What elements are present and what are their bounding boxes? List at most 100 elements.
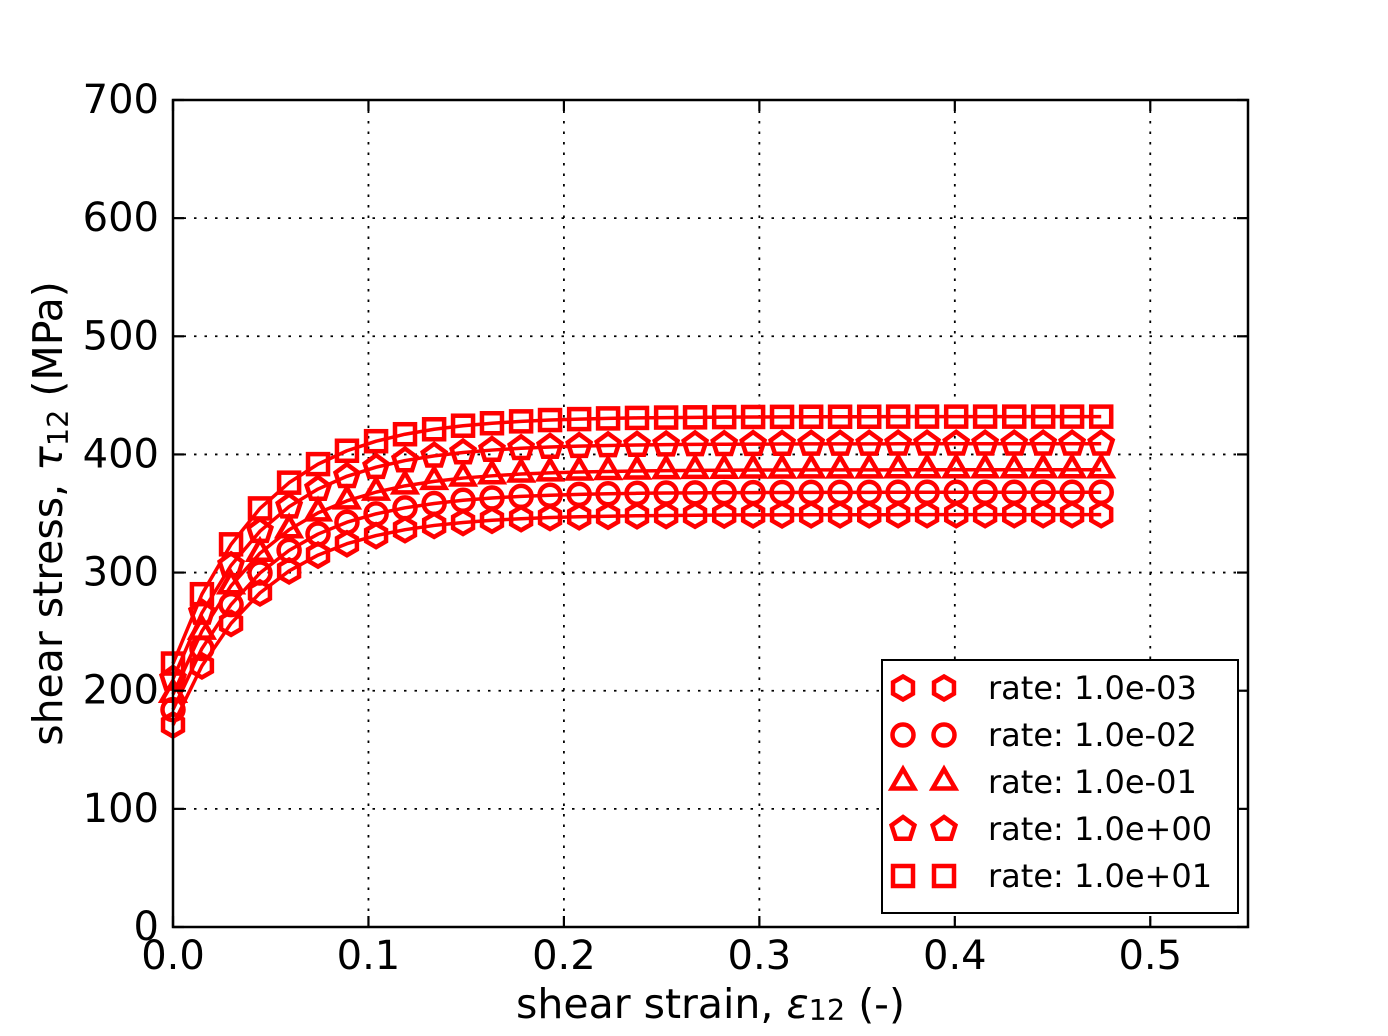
pentagon-marker-icon bbox=[652, 429, 681, 457]
triangle-up-marker-icon bbox=[999, 452, 1030, 479]
square-marker-icon bbox=[392, 421, 418, 447]
circle-marker-icon bbox=[769, 479, 795, 506]
hexagon-marker-icon bbox=[276, 556, 302, 586]
hexagon-marker-icon bbox=[479, 506, 505, 535]
x-tick-label: 0.0 bbox=[141, 933, 205, 979]
circle-marker-icon bbox=[885, 479, 911, 505]
hexagon-marker-icon bbox=[931, 673, 957, 703]
axis-ticks bbox=[171, 98, 1248, 929]
circle-marker-icon bbox=[1088, 479, 1114, 505]
pentagon-marker-icon bbox=[942, 429, 971, 456]
pentagon-marker-icon bbox=[565, 431, 594, 459]
y-tick-label: 400 bbox=[83, 431, 159, 477]
pentagon-marker-icon bbox=[971, 429, 1000, 456]
hexagon-marker-icon bbox=[392, 515, 418, 544]
pentagon-marker-icon bbox=[362, 452, 391, 480]
circle-marker-icon bbox=[363, 501, 389, 527]
hexagon-marker-icon bbox=[972, 500, 998, 529]
triangle-up-marker-icon bbox=[447, 460, 479, 487]
hexagon-marker-icon bbox=[624, 501, 650, 530]
pentagon-marker-icon bbox=[884, 429, 913, 456]
circle-marker-icon bbox=[334, 509, 360, 535]
hexagon-marker-icon bbox=[566, 502, 592, 531]
triangle-up-marker-icon bbox=[534, 455, 566, 482]
pentagon-marker-icon bbox=[477, 435, 507, 463]
square-marker-icon bbox=[566, 406, 592, 432]
circle-marker-icon bbox=[972, 479, 998, 505]
hexagon-marker-icon bbox=[653, 501, 679, 530]
square-marker-icon bbox=[1001, 404, 1027, 429]
triangle-up-marker-icon bbox=[887, 764, 919, 791]
triangle-up-marker-icon bbox=[854, 452, 885, 479]
square-marker-icon bbox=[943, 404, 969, 429]
triangle-up-marker-icon bbox=[941, 452, 972, 479]
pentagon-marker-icon bbox=[929, 814, 959, 841]
circle-marker-icon bbox=[508, 483, 534, 510]
triangle-up-marker-icon bbox=[928, 764, 960, 791]
circle-marker-icon bbox=[798, 479, 824, 506]
hexagon-marker-icon bbox=[508, 504, 534, 533]
hexagon-marker-icon bbox=[1089, 500, 1114, 529]
triangle-up-marker-icon bbox=[418, 463, 450, 491]
pentagon-marker-icon bbox=[767, 429, 797, 456]
hexagon-marker-icon bbox=[740, 500, 766, 530]
hexagon-marker-icon bbox=[1030, 500, 1056, 529]
hexagon-marker-icon bbox=[537, 503, 563, 532]
square-marker-icon bbox=[479, 410, 505, 436]
square-marker-icon bbox=[798, 404, 824, 429]
circle-marker-icon bbox=[421, 490, 447, 517]
y-tick-label: 100 bbox=[83, 786, 159, 832]
triangle-up-marker-icon bbox=[882, 452, 914, 479]
square-marker-icon bbox=[972, 404, 998, 429]
triangle-up-marker-icon bbox=[1056, 452, 1088, 479]
grid bbox=[173, 100, 1248, 927]
hexagon-marker-icon bbox=[857, 500, 882, 529]
x-tick-label: 0.2 bbox=[532, 933, 596, 979]
hexagon-marker-icon bbox=[247, 578, 273, 607]
hexagon-marker-icon bbox=[890, 673, 916, 703]
hexagon-marker-icon bbox=[334, 529, 360, 558]
triangle-up-marker-icon bbox=[796, 452, 827, 479]
circle-marker-icon bbox=[914, 479, 940, 505]
circle-marker-icon bbox=[450, 487, 476, 514]
circle-marker-icon bbox=[624, 480, 650, 507]
circle-marker-icon bbox=[1001, 479, 1027, 505]
square-marker-icon bbox=[537, 407, 563, 433]
pentagon-marker-icon bbox=[1087, 429, 1116, 456]
pentagon-marker-icon bbox=[275, 491, 304, 519]
pentagon-marker-icon bbox=[888, 814, 918, 841]
square-marker-icon bbox=[890, 863, 916, 889]
pentagon-marker-icon bbox=[390, 445, 420, 473]
pentagon-marker-icon bbox=[797, 429, 826, 456]
triangle-up-marker-icon bbox=[505, 456, 537, 483]
square-marker-icon bbox=[682, 405, 708, 430]
x-tick-label: 0.1 bbox=[337, 933, 401, 979]
x-tick-label: 0.5 bbox=[1118, 933, 1182, 979]
y-tick-label: 700 bbox=[83, 77, 159, 123]
triangle-up-marker-icon bbox=[1086, 452, 1117, 479]
circle-marker-icon bbox=[827, 479, 853, 506]
square-marker-icon bbox=[769, 404, 795, 430]
triangle-up-marker-icon bbox=[244, 535, 276, 562]
hexagon-marker-icon bbox=[885, 500, 911, 529]
circle-marker-icon bbox=[943, 479, 969, 505]
pentagon-marker-icon bbox=[739, 429, 768, 457]
hexagon-marker-icon bbox=[450, 508, 476, 537]
square-marker-icon bbox=[450, 413, 476, 438]
circle-marker-icon bbox=[537, 482, 563, 508]
pentagon-marker-icon bbox=[855, 429, 884, 456]
square-marker-icon bbox=[1059, 404, 1085, 429]
y-tick-label: 600 bbox=[83, 195, 159, 241]
legend-label: rate: 1.0e+00 bbox=[988, 810, 1212, 848]
circle-marker-icon bbox=[247, 560, 273, 586]
triangle-up-marker-icon bbox=[331, 483, 363, 510]
pentagon-marker-icon bbox=[507, 433, 536, 461]
pentagon-marker-icon bbox=[710, 429, 739, 457]
triangle-up-marker-icon bbox=[476, 458, 508, 485]
square-marker-icon bbox=[931, 863, 957, 889]
triangle-up-marker-icon bbox=[592, 453, 624, 481]
square-marker-icon bbox=[334, 438, 360, 464]
legend-label: rate: 1.0e-03 bbox=[988, 669, 1197, 707]
triangle-up-marker-icon bbox=[709, 452, 740, 480]
